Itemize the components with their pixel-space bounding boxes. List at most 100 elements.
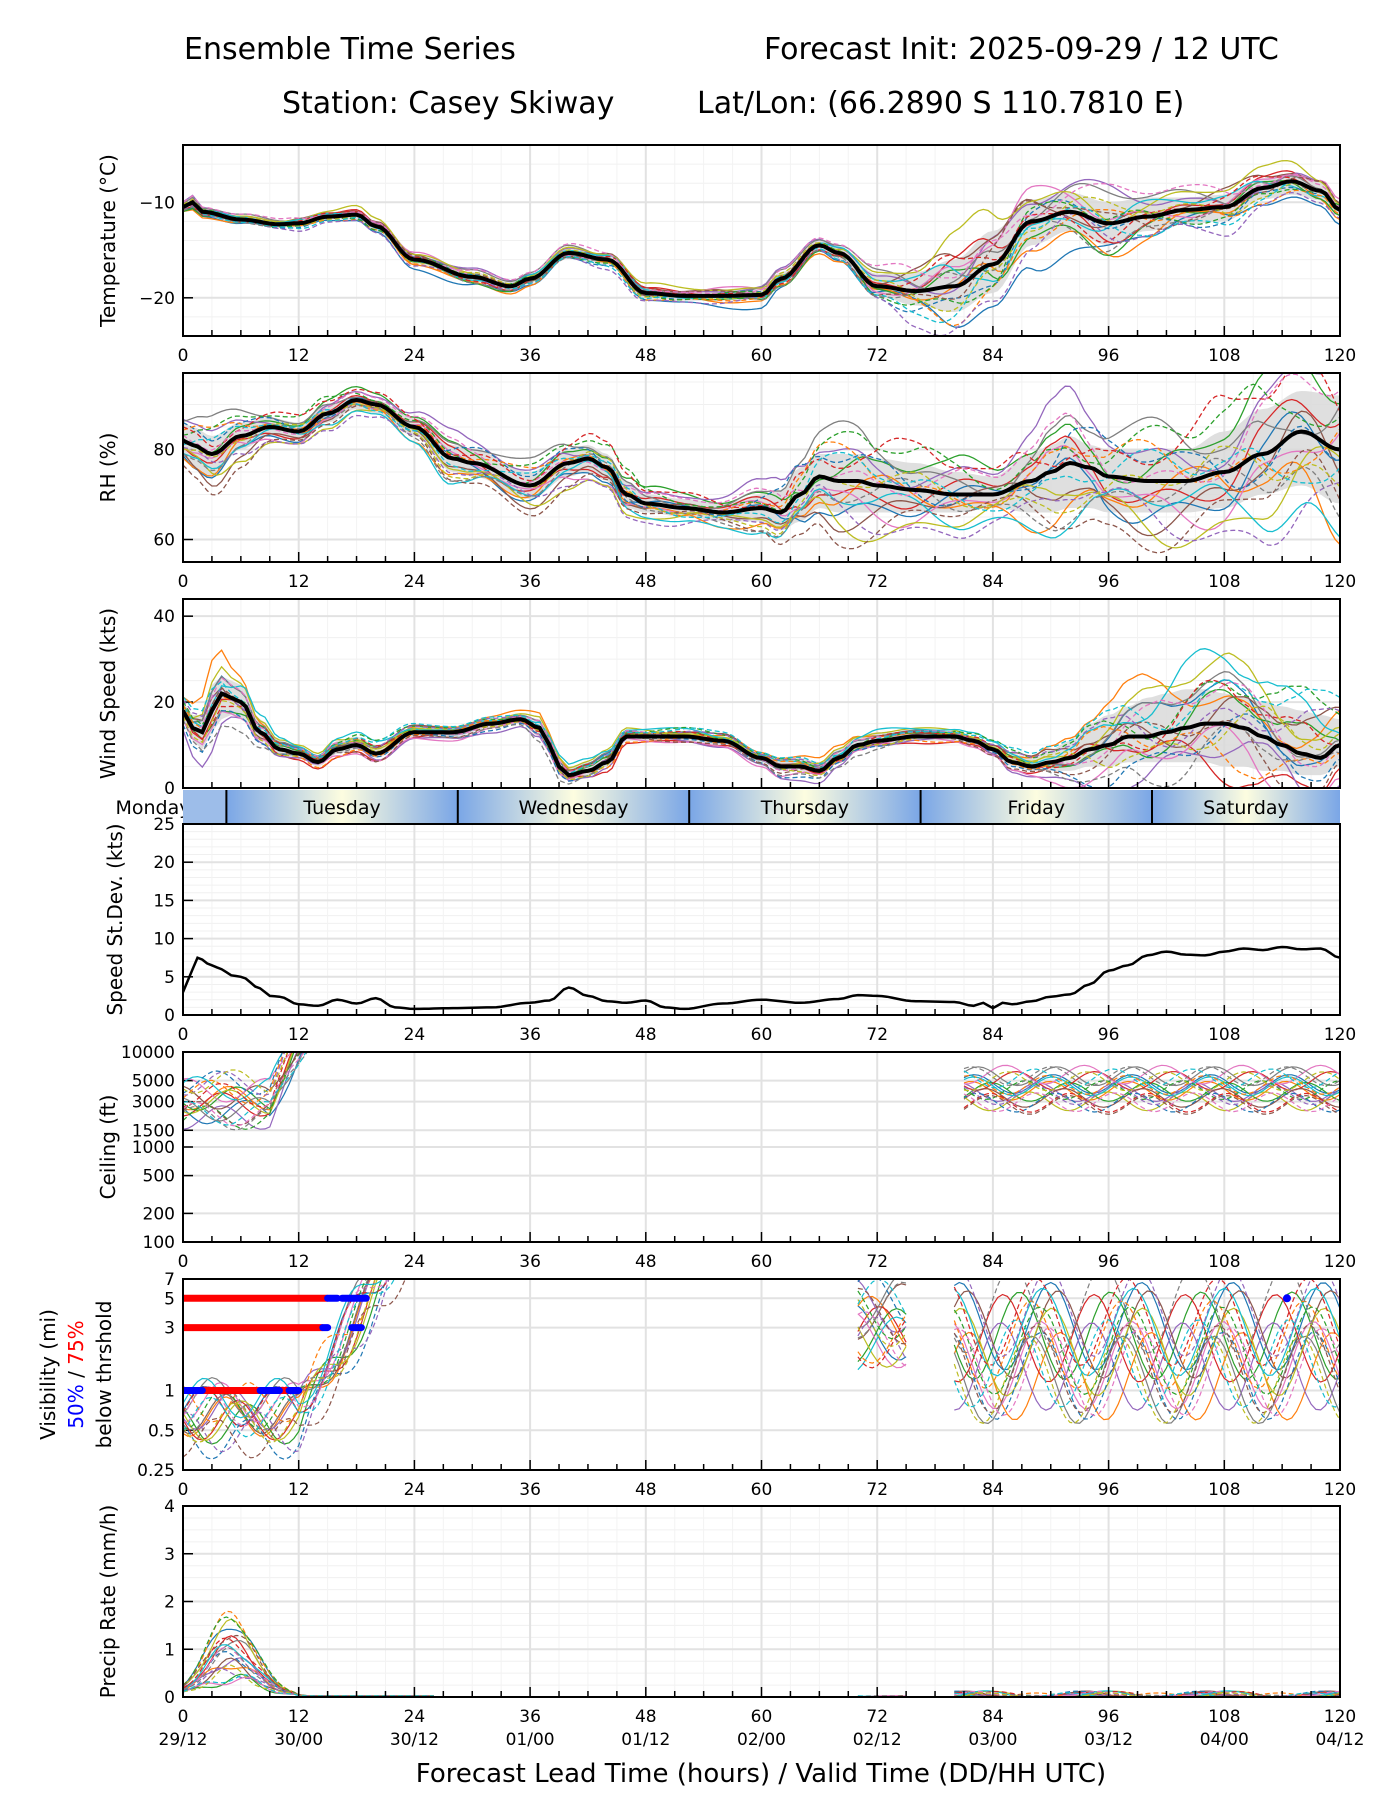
member-line bbox=[183, 1667, 434, 1697]
day-label: Friday bbox=[1007, 797, 1065, 819]
x-tick-label: 48 bbox=[635, 1252, 657, 1272]
y-tick-label: 1 bbox=[164, 1382, 175, 1402]
x-tick-label: 108 bbox=[1208, 1480, 1240, 1500]
y-tick-label: 0.5 bbox=[148, 1421, 175, 1441]
member-line bbox=[183, 404, 1340, 554]
y-tick-label: 2 bbox=[164, 1593, 175, 1613]
y-tick-label: 10 bbox=[153, 930, 175, 950]
x-tick-label: 36 bbox=[519, 1707, 541, 1727]
member-line bbox=[857, 1319, 907, 1369]
data-layer bbox=[183, 1279, 1340, 1460]
member-line bbox=[857, 1316, 907, 1360]
valid-time-label: 02/00 bbox=[737, 1730, 786, 1750]
day-segment bbox=[920, 790, 1152, 823]
y-tick-label: 10000 bbox=[121, 1043, 175, 1063]
member-line bbox=[183, 1635, 434, 1697]
member-line bbox=[183, 1279, 364, 1423]
panel-speed-std-dev: 0 5 10 15 20 25 Speed St.Dev. (kts) 0 12 24 36 48 60… bbox=[103, 815, 1356, 1045]
x-tick-label: 0 bbox=[178, 1252, 189, 1272]
member-line bbox=[183, 1052, 308, 1131]
y-tick-label: 5000 bbox=[132, 1072, 175, 1092]
x-tick-label: 60 bbox=[751, 1480, 773, 1500]
x-tick-label: 108 bbox=[1208, 1025, 1240, 1045]
x-tick-label: 72 bbox=[866, 1480, 888, 1500]
x-tick-label: 48 bbox=[635, 1025, 657, 1045]
x-tick-label: 72 bbox=[866, 1707, 888, 1727]
x-tick-label: 12 bbox=[288, 1252, 310, 1272]
x-tick-label: 96 bbox=[1098, 572, 1120, 592]
x-tick-label: 84 bbox=[982, 1025, 1004, 1045]
y-tick-label: 0 bbox=[164, 779, 175, 799]
valid-time-label: 04/00 bbox=[1200, 1730, 1249, 1750]
x-tick-label: 0 bbox=[178, 1707, 189, 1727]
member-line bbox=[857, 1290, 907, 1340]
x-tick-label: 24 bbox=[404, 1252, 426, 1272]
data-layer bbox=[183, 1052, 1340, 1131]
x-tick-label: 24 bbox=[404, 1707, 426, 1727]
member-line bbox=[963, 1064, 1340, 1085]
member-line bbox=[183, 403, 1340, 531]
member-line bbox=[183, 679, 1340, 774]
y-tick-label: 4 bbox=[164, 1497, 175, 1517]
y-tick-label: 80 bbox=[153, 441, 175, 461]
day-segment bbox=[226, 790, 458, 823]
x-tick-label: 60 bbox=[751, 1707, 773, 1727]
member-line bbox=[953, 1306, 1340, 1395]
member-line bbox=[183, 1052, 287, 1096]
y-tick-label: 5 bbox=[164, 1289, 175, 1309]
member-line bbox=[954, 1322, 1340, 1411]
x-tick-label: 36 bbox=[519, 346, 541, 366]
member-line bbox=[953, 1290, 1340, 1379]
x-tick-label: 12 bbox=[288, 346, 310, 366]
x-tick-label: 120 bbox=[1324, 1025, 1356, 1045]
member-line bbox=[954, 1694, 1340, 1697]
member-line bbox=[183, 196, 1340, 328]
member-line bbox=[183, 410, 1340, 539]
member-line bbox=[953, 1281, 1340, 1371]
y-tick-label: 3000 bbox=[132, 1093, 175, 1113]
valid-time-label: 03/12 bbox=[1084, 1730, 1133, 1750]
y-tick-label: 1 bbox=[164, 1640, 175, 1660]
x-tick-label: 0 bbox=[178, 346, 189, 366]
member-line bbox=[183, 710, 1340, 788]
x-tick-label: 108 bbox=[1208, 572, 1240, 592]
x-tick-label: 84 bbox=[982, 1707, 1004, 1727]
x-tick-label: 24 bbox=[404, 1480, 426, 1500]
member-line bbox=[183, 1646, 434, 1697]
y-tick-label: 1500 bbox=[132, 1121, 175, 1141]
y-tick-label: 20 bbox=[153, 853, 175, 873]
member-line bbox=[963, 1092, 1340, 1113]
x-tick-label: 60 bbox=[751, 572, 773, 592]
member-line bbox=[183, 1052, 306, 1127]
valid-time-label: 03/00 bbox=[968, 1730, 1017, 1750]
y-tick-label: 500 bbox=[143, 1167, 175, 1187]
x-tick-label: 72 bbox=[866, 346, 888, 366]
member-line bbox=[183, 1666, 434, 1697]
member-line bbox=[963, 1071, 1340, 1092]
x-tick-label: 36 bbox=[519, 1252, 541, 1272]
day-segment bbox=[689, 790, 921, 823]
x-tick-label: 84 bbox=[982, 572, 1004, 592]
member-line bbox=[183, 1279, 376, 1423]
y-tick-label: 60 bbox=[153, 531, 175, 551]
ensemble-spread bbox=[183, 391, 1340, 531]
member-line bbox=[183, 1637, 434, 1697]
x-tick-label: 36 bbox=[519, 572, 541, 592]
x-tick-label: 24 bbox=[404, 1025, 426, 1045]
y-tick-label: −20 bbox=[139, 289, 175, 309]
y-axis-label: Ceiling (ft) bbox=[96, 1095, 120, 1200]
member-line bbox=[953, 1320, 1340, 1410]
member-line bbox=[963, 1066, 1340, 1087]
threshold-legend: 50% / 75% bbox=[64, 1320, 88, 1428]
member-line bbox=[953, 1291, 1340, 1381]
member-line bbox=[183, 403, 1340, 524]
y-tick-label: 25 bbox=[153, 815, 175, 835]
member-line bbox=[183, 1279, 388, 1460]
member-line bbox=[183, 681, 1340, 772]
x-tick-label: 120 bbox=[1324, 346, 1356, 366]
member-line bbox=[183, 1052, 289, 1094]
x-tick-label: 96 bbox=[1098, 346, 1120, 366]
legend-sep: / bbox=[64, 1365, 88, 1384]
x-tick-label: 24 bbox=[404, 346, 426, 366]
x-tick-label: 36 bbox=[519, 1025, 541, 1045]
